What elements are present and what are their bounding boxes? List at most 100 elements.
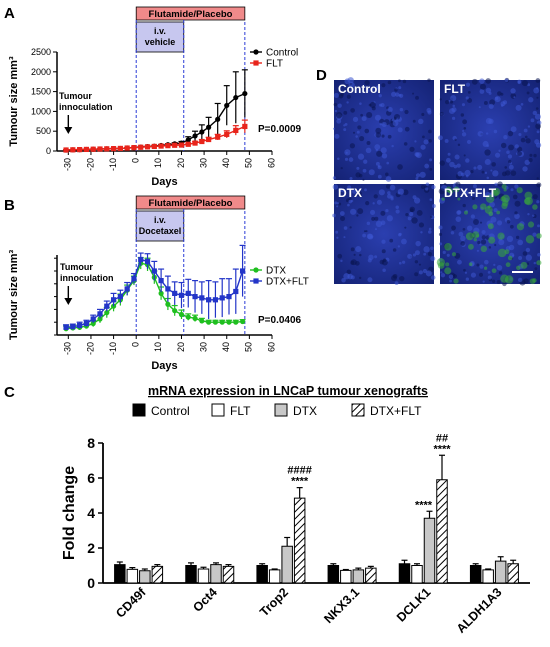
- image-green-signal: [502, 199, 509, 207]
- image-texture-dot: [470, 169, 474, 174]
- image-texture-dot: [332, 176, 336, 180]
- image-texture-dot: [338, 93, 344, 99]
- significance-label: ##: [436, 432, 448, 444]
- image-texture-dot: [485, 117, 492, 125]
- c-y-tick-label: 2: [87, 540, 95, 556]
- image-texture-dot: [347, 203, 350, 207]
- image-texture-dot: [514, 200, 521, 207]
- image-texture-dot: [363, 159, 368, 164]
- a-y-tick-label: 2000: [31, 67, 51, 77]
- control-bar-trop2: [256, 565, 268, 584]
- image-texture-dot: [440, 273, 446, 278]
- image-texture-dot: [409, 146, 415, 152]
- image-texture-dot: [378, 93, 382, 98]
- a-x-axis-title: Days: [151, 176, 177, 188]
- dtx-bar-aldh1a3: [494, 560, 507, 584]
- image-texture-dot: [343, 110, 348, 115]
- image-texture-dot: [453, 164, 458, 169]
- image-green-signal: [536, 233, 542, 239]
- image-texture-dot: [369, 101, 376, 108]
- b-x-axis-title: Days: [151, 360, 177, 372]
- image-texture-dot: [365, 201, 370, 206]
- image-texture-dot: [466, 139, 472, 145]
- image-texture-dot: [343, 124, 346, 127]
- image-texture-dot: [415, 173, 421, 178]
- image-texture-dot: [518, 133, 522, 137]
- b-x-tick-label: -30: [63, 342, 73, 355]
- image-texture-dot: [536, 182, 542, 188]
- image-texture-dot: [403, 142, 408, 146]
- image-texture-dot: [481, 230, 486, 235]
- flt-bar-nkx3.1: [340, 569, 352, 584]
- image-texture-dot: [336, 236, 339, 239]
- image-texture-dot: [534, 113, 541, 120]
- panel-a-chart: -30 -20 -10 0 10 20 30 40 50 60 Days 0 500 1000 1500 20…: [8, 6, 302, 188]
- flt-point: [138, 144, 144, 150]
- dtx-flt-bar-nkx3.1: [365, 567, 377, 584]
- image-green-signal: [516, 187, 523, 194]
- image-texture-dot: [385, 176, 392, 182]
- image-texture-dot: [380, 220, 386, 226]
- image-texture-dot: [479, 83, 487, 90]
- image-texture-dot: [485, 78, 492, 84]
- image-texture-dot: [396, 118, 399, 121]
- image-texture-dot: [414, 250, 420, 256]
- image-green-signal: [525, 235, 535, 244]
- image-texture-dot: [344, 149, 351, 156]
- image-texture-dot: [393, 113, 401, 121]
- image-texture-dot: [358, 276, 362, 280]
- flt-point: [224, 131, 230, 137]
- image-texture-dot: [445, 157, 451, 163]
- image-texture-dot: [507, 130, 514, 137]
- a-annotation: innoculation: [59, 102, 113, 112]
- image-texture-dot: [428, 139, 432, 143]
- image-green-signal: [468, 262, 473, 267]
- image-green-signal: [497, 232, 505, 240]
- image-texture-dot: [398, 86, 402, 90]
- image-texture-dot: [366, 111, 373, 119]
- image-texture-dot: [350, 208, 357, 215]
- control-bar-aldh1a3: [469, 565, 482, 584]
- dtx-point: [158, 290, 164, 296]
- image-texture-dot: [532, 194, 538, 200]
- image-texture-dot: [374, 255, 378, 259]
- image-texture-dot: [490, 216, 497, 223]
- image-texture-dot: [442, 250, 446, 255]
- image-texture-dot: [527, 125, 531, 128]
- a-treatment-label: Flutamide/Placebo: [149, 9, 233, 20]
- b-p-value: P=0.0406: [258, 315, 302, 326]
- image-texture-dot: [454, 138, 457, 141]
- image-green-signal: [436, 258, 446, 267]
- image-texture-dot: [332, 213, 336, 218]
- image-texture-dot: [334, 109, 338, 113]
- image-texture-dot: [357, 208, 364, 215]
- image-texture-dot: [525, 254, 533, 261]
- image-texture-dot: [418, 270, 423, 275]
- image-texture-dot: [350, 259, 357, 266]
- image-green-signal: [487, 223, 494, 230]
- image-texture-dot: [528, 97, 534, 103]
- image-texture-dot: [496, 220, 503, 226]
- image-texture-dot: [462, 119, 468, 125]
- image-green-signal: [448, 188, 454, 195]
- image-texture-dot: [485, 87, 492, 94]
- image-green-signal: [524, 196, 533, 206]
- image-texture-dot: [485, 132, 489, 135]
- control-point: [192, 133, 198, 139]
- dtx-flt-point: [104, 303, 110, 309]
- image-texture-dot: [449, 161, 455, 168]
- image-texture-dot: [479, 264, 484, 269]
- image-texture-dot: [520, 103, 524, 106]
- image-texture-dot: [518, 255, 523, 260]
- dtx-flt-point: [165, 286, 171, 292]
- image-texture-dot: [535, 107, 539, 110]
- image-green-signal: [532, 204, 538, 210]
- c-y-axis-title: Fold change: [61, 466, 78, 560]
- image-texture-dot: [420, 144, 426, 150]
- image-texture-dot: [404, 126, 410, 132]
- image-texture-dot: [460, 241, 465, 246]
- dtx-flt-point: [97, 311, 103, 317]
- control-bar-dclk1: [398, 563, 411, 584]
- dtx-point: [212, 319, 219, 325]
- image-texture-dot: [356, 214, 359, 217]
